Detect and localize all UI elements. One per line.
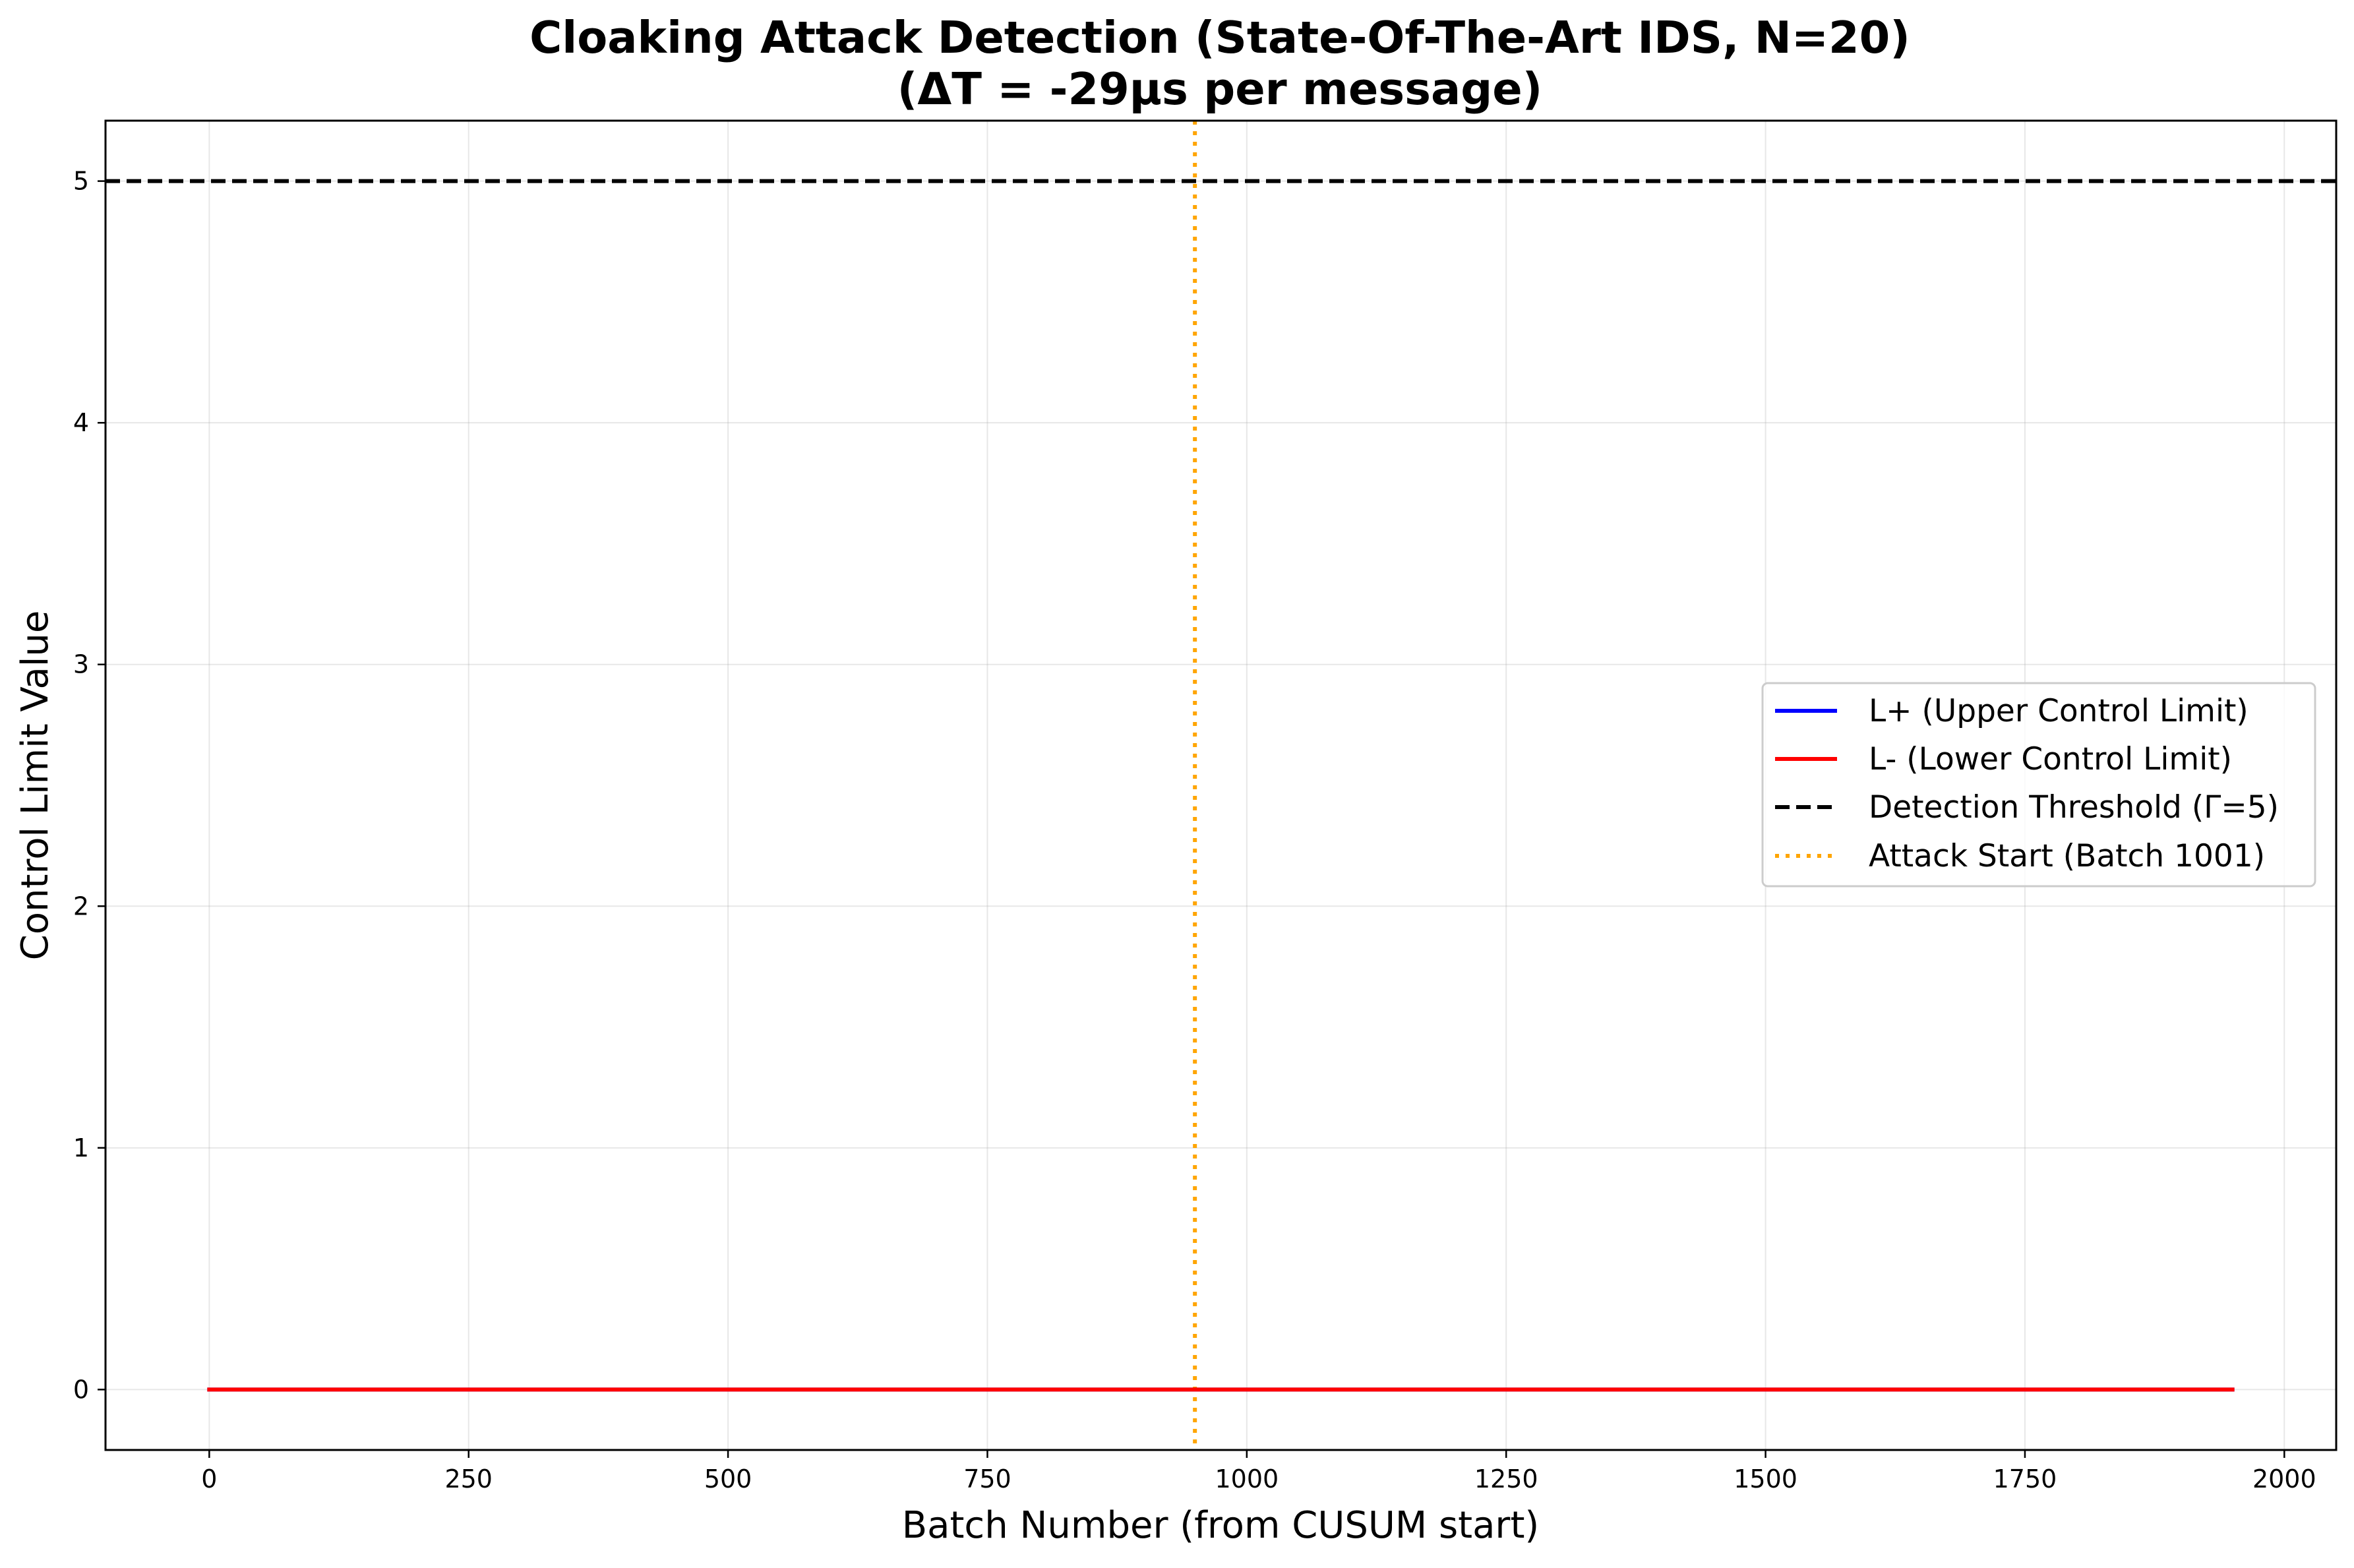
y-tick-label: 5 [73, 167, 89, 196]
legend-label-upper: L+ (Upper Control Limit) [1869, 693, 2248, 729]
x-tick-label: 1750 [1993, 1464, 2057, 1493]
x-tick-label: 500 [704, 1464, 752, 1493]
legend-label-lower: L- (Lower Control Limit) [1869, 741, 2232, 777]
y-tick-label: 1 [73, 1133, 89, 1162]
x-tick-label: 1250 [1474, 1464, 1538, 1493]
legend-label-attack-start: Attack Start (Batch 1001) [1869, 838, 2265, 874]
legend-label-threshold: Detection Threshold (Γ=5) [1869, 789, 2279, 826]
legend: L+ (Upper Control Limit) L- (Lower Contr… [1761, 682, 2316, 888]
y-tick-label: 4 [73, 408, 89, 437]
axes-frame [104, 119, 2338, 1451]
y-axis-label: Control Limit Value [14, 611, 57, 961]
x-tick-label: 2000 [2252, 1464, 2316, 1493]
x-tick-label: 750 [963, 1464, 1011, 1493]
chart-title-line1: Cloaking Attack Detection (State-Of-The-… [529, 12, 1910, 63]
plot-lines [106, 121, 2336, 1450]
y-tick-label: 0 [73, 1375, 89, 1404]
chart-title-line2: (ΔT = -29μs per message) [897, 63, 1543, 115]
x-tick-label: 1000 [1215, 1464, 1279, 1493]
x-axis-label: Batch Number (from CUSUM start) [902, 1504, 1540, 1547]
y-tick-label: 3 [73, 650, 89, 679]
x-tick-label: 250 [444, 1464, 493, 1493]
x-tick-label: 1500 [1734, 1464, 1797, 1493]
ticks: 0 250 500 750 1000 1250 1500 1750 2000 0 1 2 3 4 5 [73, 167, 2316, 1493]
legend-box [1761, 682, 2316, 888]
x-tick-label: 0 [201, 1464, 217, 1493]
y-tick-label: 2 [73, 891, 89, 920]
